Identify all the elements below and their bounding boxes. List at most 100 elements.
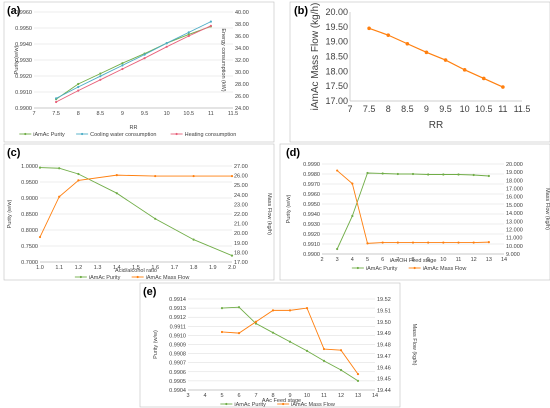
data-point — [77, 82, 80, 86]
legend-label: iAmAc Purity — [33, 132, 65, 138]
y-tick-label-left: 0.8000 — [21, 228, 38, 234]
y-axis-title-left: Purity (w/w) — [7, 199, 13, 228]
data-point — [165, 45, 168, 48]
x-tick-label: 8.5 — [401, 104, 414, 114]
x-tick-label: 5 — [220, 393, 223, 399]
data-point — [230, 174, 234, 178]
series-line — [55, 21, 212, 99]
data-point — [77, 85, 80, 89]
data-point — [442, 173, 445, 176]
data-point — [501, 85, 505, 89]
data-point — [121, 67, 124, 71]
data-point — [288, 340, 292, 343]
y-tick-label-left: 0.9500 — [21, 180, 38, 186]
y-tick-label-left: 0.9910 — [15, 90, 32, 96]
x-tick-label: 1.2 — [75, 265, 83, 271]
data-point — [322, 347, 326, 351]
x-tick-label: 7 — [347, 104, 352, 114]
y-axis-title-right: Energy consumption (kW) — [220, 28, 226, 91]
x-tick-label: 14 — [501, 257, 507, 263]
x-tick-label: 3 — [186, 393, 189, 399]
y-tick-label-right: 25.00 — [234, 183, 248, 189]
y-tick-label-right: 11.000 — [506, 236, 522, 242]
data-point — [386, 33, 391, 37]
x-tick-label: 1.9 — [209, 265, 217, 271]
y-tick-label-left: 0.9913 — [169, 306, 186, 312]
panel-label: (c) — [7, 147, 21, 159]
x-tick-label: 1.3 — [94, 265, 102, 271]
panel-frame — [3, 1, 275, 143]
data-point — [187, 34, 190, 38]
y-tick-label-left: 0.9912 — [169, 315, 186, 321]
y-tick-label-left: 0.9940 — [15, 42, 32, 48]
x-tick-label: 1.8 — [190, 265, 198, 271]
y-axis-title-right: Mass Flow (kg/h) — [544, 188, 550, 230]
x-tick-label: 5 — [366, 257, 369, 263]
y-tick-label-left: 18.50 — [325, 52, 348, 62]
legend-item: Heating consumption — [170, 132, 236, 138]
y-tick-label-right: 23.00 — [234, 202, 248, 208]
x-tick-label: 10 — [460, 104, 470, 114]
data-point — [254, 322, 258, 325]
series-line — [39, 167, 233, 257]
data-point — [237, 306, 241, 309]
data-point — [339, 368, 343, 372]
data-point — [356, 379, 360, 382]
legend-item: Cooling water consumption — [76, 132, 156, 138]
data-point — [77, 172, 80, 176]
x-tick-label: 9 — [424, 104, 429, 114]
panel-label: (a) — [7, 5, 21, 17]
y-axis-title-left: Purity (w/w) — [153, 330, 159, 359]
y-tick-label-left: 0.9000 — [21, 196, 38, 202]
y-axis-title-right: Mass Flow (kg/h) — [411, 324, 417, 366]
x-tick-label: 11 — [208, 111, 214, 117]
y-tick-label-right: 22.00 — [234, 212, 248, 218]
y-tick-label-right: 19.000 — [506, 170, 523, 176]
legend-item: iAmAc Mass Flow — [131, 275, 189, 281]
y-tick-label-left: 0.9904 — [169, 388, 186, 394]
data-point — [38, 166, 42, 169]
x-tick-label: 8 — [411, 257, 414, 263]
legend-marker — [413, 266, 416, 270]
x-tick-label: 8.5 — [97, 111, 105, 117]
x-tick-label: 10 — [440, 257, 446, 263]
data-point — [115, 174, 118, 177]
y-tick-label-right: 19.46 — [377, 365, 391, 371]
y-tick-label-right: 9.000 — [506, 252, 520, 258]
x-tick-label: 7.5 — [363, 104, 376, 114]
data-point — [336, 169, 339, 172]
y-tick-label-left: 0.9900 — [303, 252, 320, 258]
y-tick-label-left: 1.0000 — [21, 164, 38, 170]
x-tick-label: 9 — [427, 257, 430, 263]
data-point — [99, 72, 102, 75]
x-tick-label: 1.5 — [132, 265, 140, 271]
data-point — [322, 359, 326, 362]
x-tick-label: 7 — [254, 393, 257, 399]
x-tick-label: 7.5 — [52, 111, 60, 117]
data-point — [288, 309, 292, 312]
x-tick-label: 4 — [203, 393, 206, 399]
data-point — [442, 241, 445, 244]
y-tick-label-right: 26.00 — [235, 94, 249, 100]
x-tick-label: 13 — [355, 393, 361, 399]
data-point — [457, 241, 460, 244]
data-point — [381, 241, 384, 244]
data-point — [55, 97, 58, 100]
y-tick-label-right: 19.51 — [377, 308, 391, 314]
x-tick-label: 11 — [498, 104, 507, 114]
y-tick-label-right: 15.000 — [506, 203, 523, 209]
data-point — [187, 31, 190, 34]
y-tick-label-right: 27.00 — [234, 164, 248, 170]
y-tick-label-right: 19.48 — [377, 343, 391, 349]
legend-marker — [225, 402, 228, 406]
y-tick-label-left: 17.00 — [325, 96, 348, 106]
data-point — [424, 50, 429, 55]
data-point — [336, 247, 339, 251]
x-tick-label: 7 — [32, 111, 35, 117]
series-line — [55, 25, 212, 103]
data-point — [192, 174, 195, 178]
x-tick-label: 13 — [486, 257, 492, 263]
x-tick-label: 9.5 — [439, 104, 452, 114]
x-tick-label: 12 — [338, 393, 344, 399]
